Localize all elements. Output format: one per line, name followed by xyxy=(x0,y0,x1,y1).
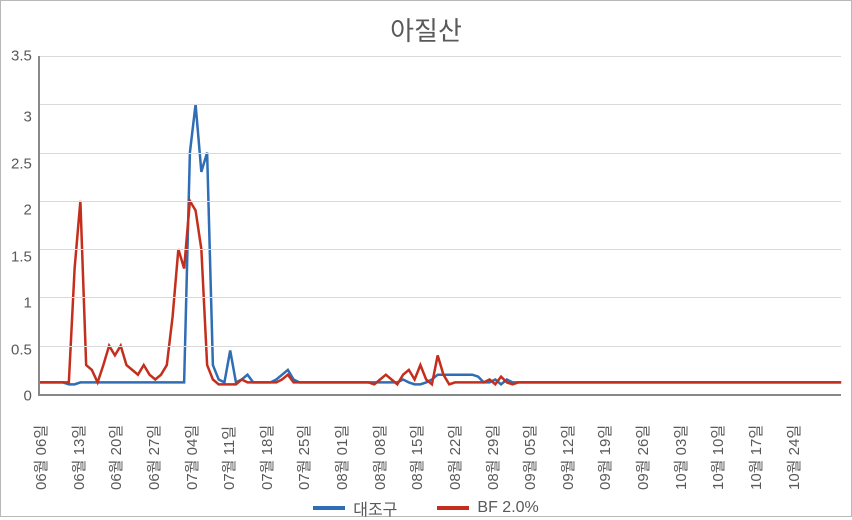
grid-line xyxy=(40,104,841,105)
y-tick: 1 xyxy=(24,296,32,311)
y-tick: 3 xyxy=(24,110,32,125)
chart-container: 아질산 3.5 3 2.5 2 1.5 1 0.5 0 06월 06일06월 13일06월 2… xyxy=(0,0,852,517)
legend-item: BF 2.0% xyxy=(437,496,538,520)
grid-line xyxy=(40,297,841,298)
series-line xyxy=(40,201,841,384)
legend-item: 대조구 xyxy=(313,496,397,520)
x-tick: 10월 24일 xyxy=(804,404,842,490)
y-tick: 2 xyxy=(24,203,32,218)
chart-title: 아질산 xyxy=(11,11,841,48)
legend: 대조구 BF 2.0% xyxy=(11,496,841,520)
series-line xyxy=(40,104,841,384)
y-tick: 3.5 xyxy=(11,49,32,64)
grid-line xyxy=(40,56,841,57)
legend-label: 대조구 xyxy=(353,496,397,520)
legend-label: BF 2.0% xyxy=(477,499,538,517)
line-svg xyxy=(40,56,841,394)
y-tick: 1.5 xyxy=(11,249,32,264)
y-axis: 3.532.521.510.50 xyxy=(11,56,38,396)
x-axis: 06월 06일06월 13일06월 20일06월 27일07월 04일07월 1… xyxy=(51,404,841,490)
plot-area xyxy=(38,56,841,396)
grid-line xyxy=(40,201,841,202)
y-tick: 0 xyxy=(24,388,32,403)
plot-wrapper: 3.532.521.510.50 xyxy=(11,56,841,396)
y-tick: 2.5 xyxy=(11,156,32,171)
legend-swatch xyxy=(313,506,345,510)
legend-swatch xyxy=(437,506,469,510)
grid-line xyxy=(40,153,841,154)
grid-line xyxy=(40,346,841,347)
y-tick: 0.5 xyxy=(11,342,32,357)
grid-line xyxy=(40,249,841,250)
